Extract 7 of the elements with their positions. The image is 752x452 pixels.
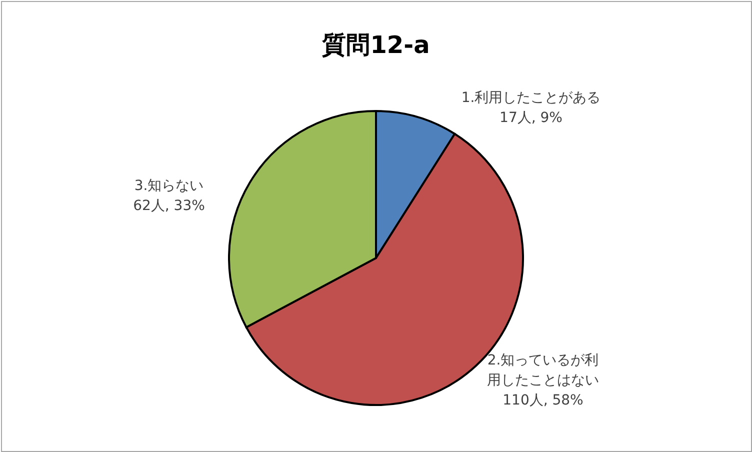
data-label: 17人, 9% (500, 110, 562, 126)
slice-label: 3.知らない (134, 178, 204, 194)
slice-label: 2.知っているが利用したことはない (487, 352, 599, 388)
data-label: 62人, 33% (133, 198, 205, 214)
data-label: 110人, 58% (502, 392, 584, 408)
slice-label: 1.利用したことがある (461, 90, 601, 106)
chart-title: 質問12-a (321, 31, 430, 59)
